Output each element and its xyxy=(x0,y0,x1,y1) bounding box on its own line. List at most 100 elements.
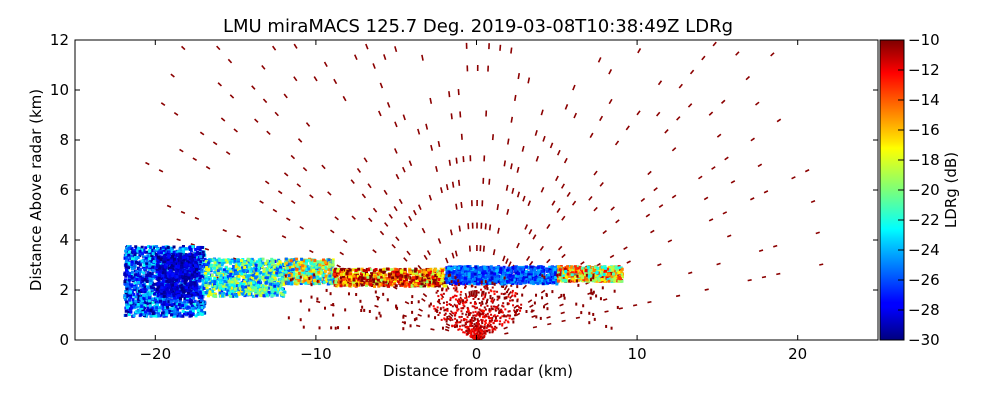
clutter-mark xyxy=(433,308,435,310)
cloud-mark xyxy=(185,294,188,297)
echo-mark xyxy=(688,272,692,273)
cloud-mark xyxy=(180,266,183,269)
cloud-mark xyxy=(443,284,446,287)
cloud-mark xyxy=(182,290,185,293)
echo-mark xyxy=(395,46,397,52)
clutter-mark xyxy=(465,326,467,328)
echo-mark xyxy=(294,44,297,48)
cloud-mark xyxy=(213,267,216,270)
clutter-mark xyxy=(441,294,443,296)
echo-mark xyxy=(704,197,708,199)
cloud-mark xyxy=(176,275,179,278)
clutter-mark xyxy=(497,299,499,301)
clutter-mark xyxy=(505,315,507,317)
echo-mark xyxy=(547,259,550,262)
echo-mark xyxy=(177,239,181,240)
echo-mark xyxy=(600,182,603,186)
echo-mark xyxy=(511,163,512,169)
echo-mark xyxy=(438,141,439,147)
cloud-mark xyxy=(156,288,159,291)
cloud-mark xyxy=(266,276,269,279)
echo-mark xyxy=(508,139,509,145)
cloud-mark xyxy=(133,286,136,289)
cloud-mark xyxy=(147,286,150,289)
clutter-mark xyxy=(495,318,497,320)
echo-mark xyxy=(507,185,508,191)
cloud-mark xyxy=(185,254,188,257)
cloud-mark xyxy=(275,271,278,274)
cloud-mark xyxy=(151,297,154,300)
cloud-mark xyxy=(189,300,192,303)
cloud-mark xyxy=(318,264,321,267)
clutter-mark xyxy=(493,291,495,293)
cloud-mark xyxy=(211,274,214,277)
cloud-mark xyxy=(158,274,161,277)
echo-mark xyxy=(282,236,286,238)
echo-mark xyxy=(541,110,543,115)
cloud-mark xyxy=(307,281,310,284)
echo-mark xyxy=(576,317,580,318)
cloud-mark xyxy=(163,255,166,258)
clutter-mark xyxy=(452,312,454,314)
cloud-mark xyxy=(179,271,182,274)
cloud-mark xyxy=(123,280,126,283)
clutter-mark xyxy=(456,291,458,293)
cloud-mark xyxy=(165,313,168,316)
cloud-mark xyxy=(405,278,408,281)
echo-mark xyxy=(337,265,341,267)
cloud-mark xyxy=(296,268,299,271)
cloud-mark xyxy=(207,261,210,264)
cloud-mark xyxy=(276,294,279,297)
echo-mark xyxy=(544,303,548,305)
echo-mark xyxy=(223,230,227,232)
echo-mark xyxy=(252,86,255,90)
cloud-mark xyxy=(295,263,298,266)
cloud-mark xyxy=(185,247,188,250)
cloud-mark xyxy=(291,265,294,268)
cloud-mark xyxy=(143,268,146,271)
echo-mark xyxy=(590,133,593,138)
echo-mark xyxy=(654,188,658,191)
cloud-mark xyxy=(194,261,197,264)
echo-mark xyxy=(490,225,491,231)
echo-mark xyxy=(528,300,532,303)
clutter-mark xyxy=(437,290,439,292)
cloud-mark xyxy=(252,274,255,277)
cloud-mark xyxy=(143,288,146,291)
clutter-mark xyxy=(502,302,504,304)
cloud-mark xyxy=(196,313,199,316)
echo-mark xyxy=(540,246,543,250)
echo-mark xyxy=(294,77,297,81)
cloud-mark xyxy=(141,246,144,249)
clutter-mark xyxy=(489,331,491,333)
cloud-mark xyxy=(199,291,202,294)
clutter-mark xyxy=(439,312,441,314)
cloud-mark xyxy=(197,309,200,312)
cloud-mark xyxy=(131,267,134,270)
cloud-mark xyxy=(221,264,224,267)
clutter-mark xyxy=(513,309,515,311)
echo-mark xyxy=(330,230,334,233)
clutter-mark xyxy=(514,295,516,297)
cloud-mark xyxy=(328,263,331,266)
cloud-mark xyxy=(188,246,191,249)
cloud-mark xyxy=(228,292,231,295)
cloud-mark xyxy=(170,313,173,316)
clutter-mark xyxy=(520,304,522,306)
cloud-mark xyxy=(265,286,268,289)
cloud-mark xyxy=(328,275,331,278)
clutter-mark xyxy=(453,287,455,289)
cloud-mark xyxy=(145,259,148,262)
clutter-mark xyxy=(441,298,443,300)
echo-mark xyxy=(174,113,178,116)
echo-mark xyxy=(430,329,434,330)
cloud-mark xyxy=(128,275,131,278)
clutter-mark xyxy=(443,302,445,304)
echo-mark xyxy=(351,180,354,184)
clutter-mark xyxy=(451,319,453,321)
cloud-mark xyxy=(283,291,286,294)
cloud-mark xyxy=(233,293,236,296)
echo-mark xyxy=(303,168,306,171)
cloud-mark xyxy=(160,283,163,286)
